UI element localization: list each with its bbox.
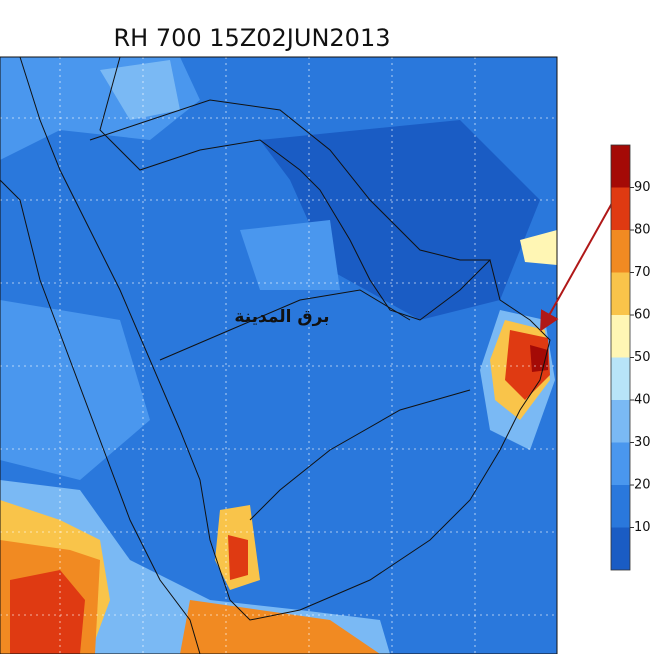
- contour: [0, 300, 150, 480]
- map-title: RH 700 15Z02JUN2013: [114, 24, 391, 52]
- map-field: [0, 57, 557, 654]
- colorbar-segment: [611, 527, 630, 570]
- map-frame: [0, 56, 558, 654]
- colorbar-segment: [611, 485, 630, 528]
- coastlines: [0, 57, 551, 654]
- contour: [180, 600, 380, 654]
- colorbar-tick-label: 60: [634, 308, 651, 323]
- colorbar-tick-label: 40: [634, 393, 651, 408]
- colorbar-segment: [611, 187, 630, 230]
- arrow: [540, 195, 617, 332]
- colorbar-tick-label: 20: [634, 478, 651, 493]
- contour: [228, 535, 248, 580]
- contour: [240, 220, 340, 290]
- annotation: برق المدينة: [234, 307, 329, 327]
- colorbar-segment: [611, 442, 630, 485]
- colorbar-tick-label: 90: [634, 180, 651, 195]
- colorbar-segment: [611, 230, 630, 273]
- colorbar-tick-label: 70: [634, 265, 651, 280]
- colorbar: 10 20 30 40 50 60 70 80 90: [610, 144, 651, 571]
- colorbar-tick-label: 50: [634, 350, 651, 365]
- colorbar-segment: [611, 272, 630, 315]
- colorbar-segment: [611, 315, 630, 358]
- colorbar-segment: [611, 357, 630, 400]
- colorbar-segment: [611, 400, 630, 443]
- colorbar-tick-label: 10: [634, 520, 651, 535]
- contour: [520, 230, 557, 265]
- contour: [10, 570, 85, 654]
- colorbar-segment: [611, 145, 630, 188]
- colorbar-tick-label: 30: [634, 435, 651, 450]
- colorbar-tick-label: 80: [634, 223, 651, 238]
- contour: [100, 60, 180, 120]
